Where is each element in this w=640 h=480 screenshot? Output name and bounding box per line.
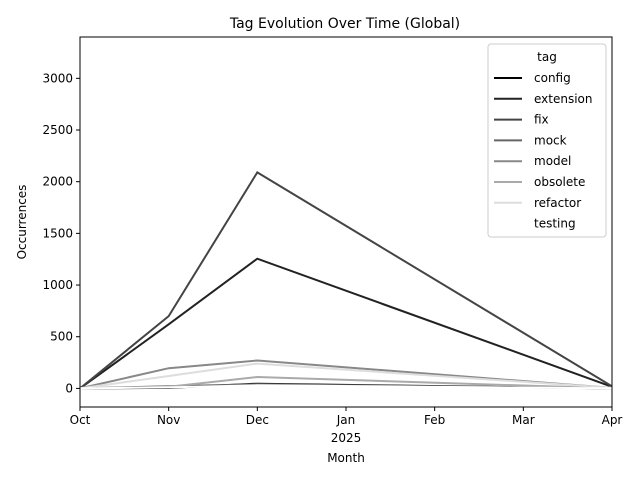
y-tick-label: 2500 <box>42 123 73 137</box>
legend-label-fix: fix <box>534 113 549 127</box>
y-tick-label: 500 <box>50 330 73 344</box>
x-tick-label: Nov <box>157 413 180 427</box>
x-axis-label: Month <box>327 451 365 465</box>
legend: tag config extension fix mock model obsolete r… <box>487 43 607 238</box>
legend-label-testing: testing <box>534 217 576 231</box>
x-tick-label: Apr <box>602 413 623 427</box>
legend-title: tag <box>537 50 557 64</box>
series-lines <box>79 171 613 390</box>
series-line-model <box>79 359 613 390</box>
x-year-label: 2025 <box>331 431 362 445</box>
y-axis-label: Occurrences <box>15 185 29 260</box>
legend-label-config: config <box>534 71 571 85</box>
legend-items: config extension fix mock model obsolete refac… <box>494 71 593 231</box>
series-line-refactor <box>79 362 613 390</box>
series-line-extension <box>79 257 613 390</box>
chart-title: Tag Evolution Over Time (Global) <box>229 16 460 32</box>
series-line-fix <box>79 171 613 390</box>
y-axis: 0 500 1000 1500 2000 2500 3000 <box>42 71 80 395</box>
y-tick-label: 0 <box>65 381 73 395</box>
x-tick-label: Mar <box>512 413 535 427</box>
legend-label-model: model <box>534 154 571 168</box>
x-tick-label: Jan <box>336 413 356 427</box>
series-line-testing <box>79 384 613 390</box>
y-tick-label: 3000 <box>42 71 73 85</box>
y-tick-label: 2000 <box>42 175 73 189</box>
legend-label-obsolete: obsolete <box>534 175 585 189</box>
legend-label-extension: extension <box>534 92 593 106</box>
legend-label-mock: mock <box>534 133 567 147</box>
y-tick-label: 1000 <box>42 278 73 292</box>
legend-label-refactor: refactor <box>534 196 581 210</box>
legend-box <box>487 43 607 238</box>
x-tick-label: Oct <box>70 413 91 427</box>
x-tick-label: Dec <box>246 413 269 427</box>
x-tick-label: Feb <box>424 413 445 427</box>
y-tick-label: 1500 <box>42 226 73 240</box>
x-axis: Oct Nov Dec Jan Feb Mar Apr <box>70 407 623 427</box>
